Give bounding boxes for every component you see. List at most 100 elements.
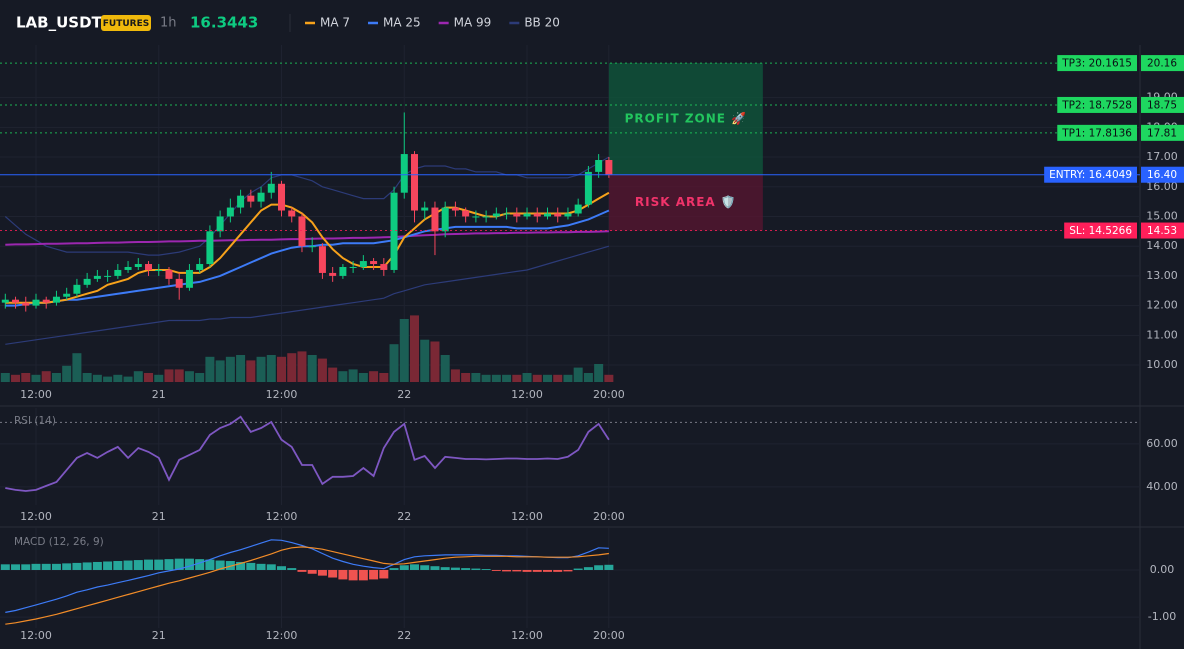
x-tick-label: 22 [397,388,411,401]
candle-body [114,269,122,276]
candle-body [226,207,234,217]
x-tick-label: 12:00 [511,629,543,642]
level-tag: TP1: 17.8136 [1061,127,1132,139]
zone [608,63,763,175]
volume-bar [430,341,440,382]
candle-body [451,207,459,211]
histogram-bar [205,559,215,570]
legend-label: MA 7 [320,16,350,30]
histogram-bar [450,567,460,570]
y-tick-label: 16.00 [1146,180,1178,193]
candle-body [32,299,40,306]
volume-bar [553,374,563,382]
volume-bar [502,374,512,382]
axis-tag-bg [1141,166,1184,183]
zone [608,174,763,231]
candle-body [104,275,112,277]
y-tick-label: 40.00 [1146,480,1178,493]
candle-body [145,264,153,270]
histogram-bar [430,566,440,570]
histogram-bar [399,565,409,570]
histogram-bar [21,564,31,570]
histogram-bar [266,564,276,570]
volume-bar [82,373,92,382]
level-tag-bg [1057,124,1137,141]
level-tag-bg [1057,55,1137,72]
volume-bar [542,374,552,382]
histogram-bar [563,569,573,572]
zone-label: PROFIT ZONE 🚀 [625,111,748,125]
histogram-bar [103,561,113,570]
histogram-bar [133,560,143,570]
candle-body [318,246,326,273]
candle-body [298,216,306,247]
volume-bar [563,374,573,382]
histogram-bar [553,569,563,572]
histogram-bar [113,561,123,570]
candle-body [400,154,408,193]
candle-body [421,207,429,211]
histogram-bar [481,569,491,570]
y-tick-label: 15.00 [1146,209,1178,222]
symbol: LAB_USDT [16,14,103,32]
y-tick-label: 10.00 [1146,358,1178,371]
volume-bar [133,371,143,382]
candle-body [441,207,449,232]
candle-body [155,269,163,271]
zone-label: RISK AREA 🛡️ [635,195,737,209]
level-tag: ENTRY: 16.4049 [1049,169,1132,181]
volume-bar [11,374,21,382]
axis-tag: 18.75 [1147,99,1177,111]
axis-tag: 14.53 [1147,225,1177,237]
histogram-bar [164,559,174,570]
candle-body [349,266,357,268]
candle-body [370,261,378,265]
histogram-bar [277,566,287,570]
x-tick-label: 22 [397,629,411,642]
volume-bar [573,367,583,382]
y-tick-label: -1.00 [1148,610,1176,623]
volume-bar [164,369,174,382]
histogram-bar [225,561,235,570]
histogram-bar [184,558,194,570]
legend-label: MA 99 [454,16,492,30]
candle-body [134,264,142,267]
histogram-bar [389,568,399,570]
volume-bar [41,371,51,382]
x-tick-label: 12:00 [266,388,298,401]
macd-line [5,546,609,625]
histogram-bar [379,569,389,579]
volume-bar [307,355,317,382]
histogram-bar [440,567,450,570]
candle-body [513,213,521,217]
candle-body [482,216,490,218]
histogram-bar [358,569,368,581]
histogram-bar [236,561,246,570]
x-tick-label: 20:00 [593,510,625,523]
volume-bar [287,353,297,382]
y-tick-label: 13.00 [1146,269,1178,282]
legend-label: BB 20 [524,16,560,30]
histogram-bar [348,569,358,581]
level-tag: TP2: 18.7528 [1061,99,1132,111]
x-tick-label: 21 [152,629,166,642]
histogram-bar [62,563,72,570]
volume-bar [583,373,593,382]
rsi-line [5,415,610,492]
histogram-bar [31,563,41,570]
volume-bar [440,355,450,382]
histogram-bar [522,569,532,572]
volume-bar [358,373,368,382]
candle-body [492,213,500,217]
x-tick-label: 12:00 [20,510,52,523]
histogram-bar [369,569,379,580]
candle-body [124,266,132,270]
histogram-bar [297,569,307,572]
volume-bar [348,369,358,382]
histogram-bar [92,561,102,570]
badge: FUTURES [103,19,149,29]
level-tag: TP3: 20.1615 [1061,58,1132,70]
histogram-bar [82,562,92,570]
candle-body [554,213,562,217]
candle-body [390,192,398,270]
